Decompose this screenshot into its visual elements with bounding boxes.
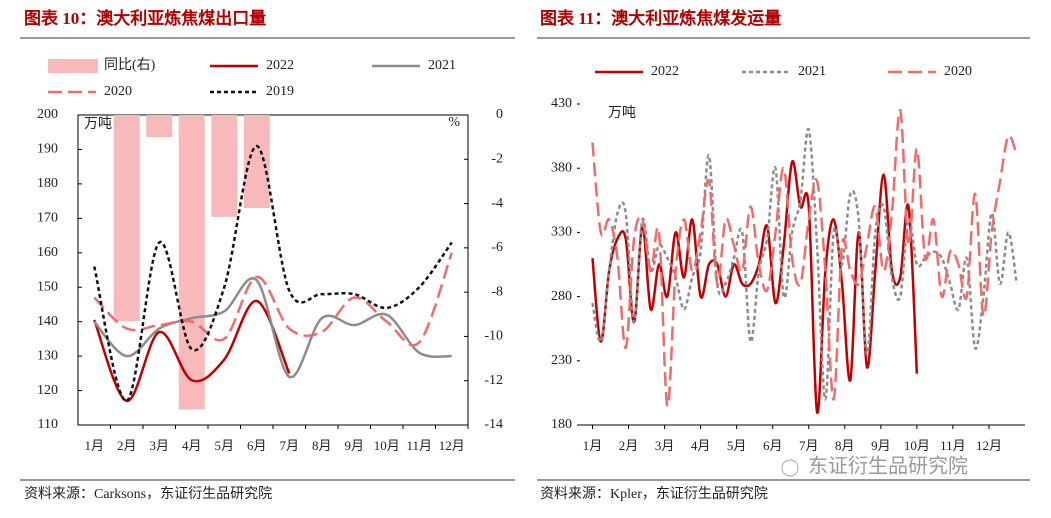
y-tick-label: 280 [551, 289, 572, 304]
y-unit: 万吨 [608, 105, 636, 121]
x-tick-label: 6月 [763, 438, 783, 453]
y2-tick-label: -8 [491, 284, 503, 299]
y-tick-label: 170 [37, 211, 58, 226]
y2-tick-label: 0 [496, 107, 503, 122]
x-tick-label: 8月 [835, 438, 855, 453]
x-tick-label: 2月 [619, 438, 639, 453]
y-tick-label: 130 [37, 348, 58, 363]
x-tick-label: 3月 [149, 438, 169, 453]
bar [178, 115, 205, 410]
y2-tick-label: -10 [484, 329, 503, 344]
x-tick-label: 1月 [84, 438, 104, 453]
x-tick-label: 9月 [344, 438, 364, 453]
y-tick-label: 190 [37, 142, 58, 157]
legend-label: 2021 [428, 58, 456, 73]
watermark: 东证衍生品研究院 [808, 455, 968, 478]
source: 资料来源：Carksons，东证衍生品研究院 [24, 486, 272, 502]
bar [211, 115, 238, 217]
x-tick-label: 8月 [312, 438, 332, 453]
y2-tick-label: -2 [491, 152, 503, 167]
legend-label: 2020 [104, 84, 132, 99]
x-tick-label: 4月 [691, 438, 711, 453]
y-tick-label: 330 [551, 225, 572, 240]
y-tick-label: 180 [37, 176, 58, 191]
y-tick-label: 140 [37, 314, 58, 329]
x-tick-label: 11月 [940, 438, 966, 453]
line [93, 144, 453, 403]
chart-title: 图表 10：澳大利亚炼焦煤出口量 [24, 8, 266, 28]
y-tick-label: 230 [551, 353, 572, 368]
x-tick-label: 4月 [182, 438, 202, 453]
x-tick-label: 12月 [439, 438, 465, 453]
bar [113, 115, 140, 321]
legend-label: 2020 [944, 64, 972, 79]
x-tick-label: 12月 [976, 438, 1002, 453]
y2-tick-label: -4 [491, 196, 503, 211]
x-tick-label: 5月 [214, 438, 234, 453]
y-tick-label: 160 [37, 245, 58, 260]
legend-label: 2019 [266, 84, 294, 99]
x-tick-label: 3月 [655, 438, 675, 453]
x-tick-label: 11月 [406, 438, 432, 453]
y2-tick-label: -6 [491, 240, 503, 255]
y-tick-label: 180 [551, 417, 572, 432]
legend-label: 2022 [266, 58, 294, 73]
x-tick-label: 1月 [583, 438, 603, 453]
y-tick-label: 150 [37, 279, 58, 294]
chart-title: 图表 11：澳大利亚炼焦煤发运量 [540, 8, 781, 28]
x-tick-label: 10月 [904, 438, 930, 453]
bar [146, 115, 173, 138]
x-tick-label: 7月 [279, 438, 299, 453]
y-tick-label: 430 [551, 96, 572, 111]
y-unit: 万吨 [84, 116, 112, 132]
y-tick-label: 380 [551, 160, 572, 175]
line [93, 299, 291, 403]
source: 资料来源：Kpler，东证衍生品研究院 [540, 486, 768, 502]
legend-swatch [48, 59, 98, 73]
bar [243, 115, 270, 208]
legend-label: 同比(右) [104, 57, 156, 73]
y-tick-label: 120 [37, 383, 58, 398]
x-tick-label: 5月 [727, 438, 747, 453]
watermark-icon [781, 459, 799, 477]
legend-label: 2022 [651, 64, 679, 79]
x-tick-label: 2月 [117, 438, 137, 453]
y-tick-label: 110 [38, 417, 58, 432]
x-tick-label: 6月 [247, 438, 267, 453]
y2-tick-label: -12 [484, 373, 503, 388]
x-tick-label: 10月 [374, 438, 400, 453]
line [591, 128, 1018, 401]
line [93, 277, 452, 379]
y2-tick-label: -14 [484, 417, 503, 432]
legend-label: 2021 [798, 64, 826, 79]
x-tick-label: 7月 [799, 438, 819, 453]
line [591, 109, 1018, 408]
y2-unit: % [448, 115, 460, 130]
x-tick-label: 9月 [871, 438, 891, 453]
line [591, 160, 919, 414]
y-tick-label: 200 [37, 107, 58, 122]
